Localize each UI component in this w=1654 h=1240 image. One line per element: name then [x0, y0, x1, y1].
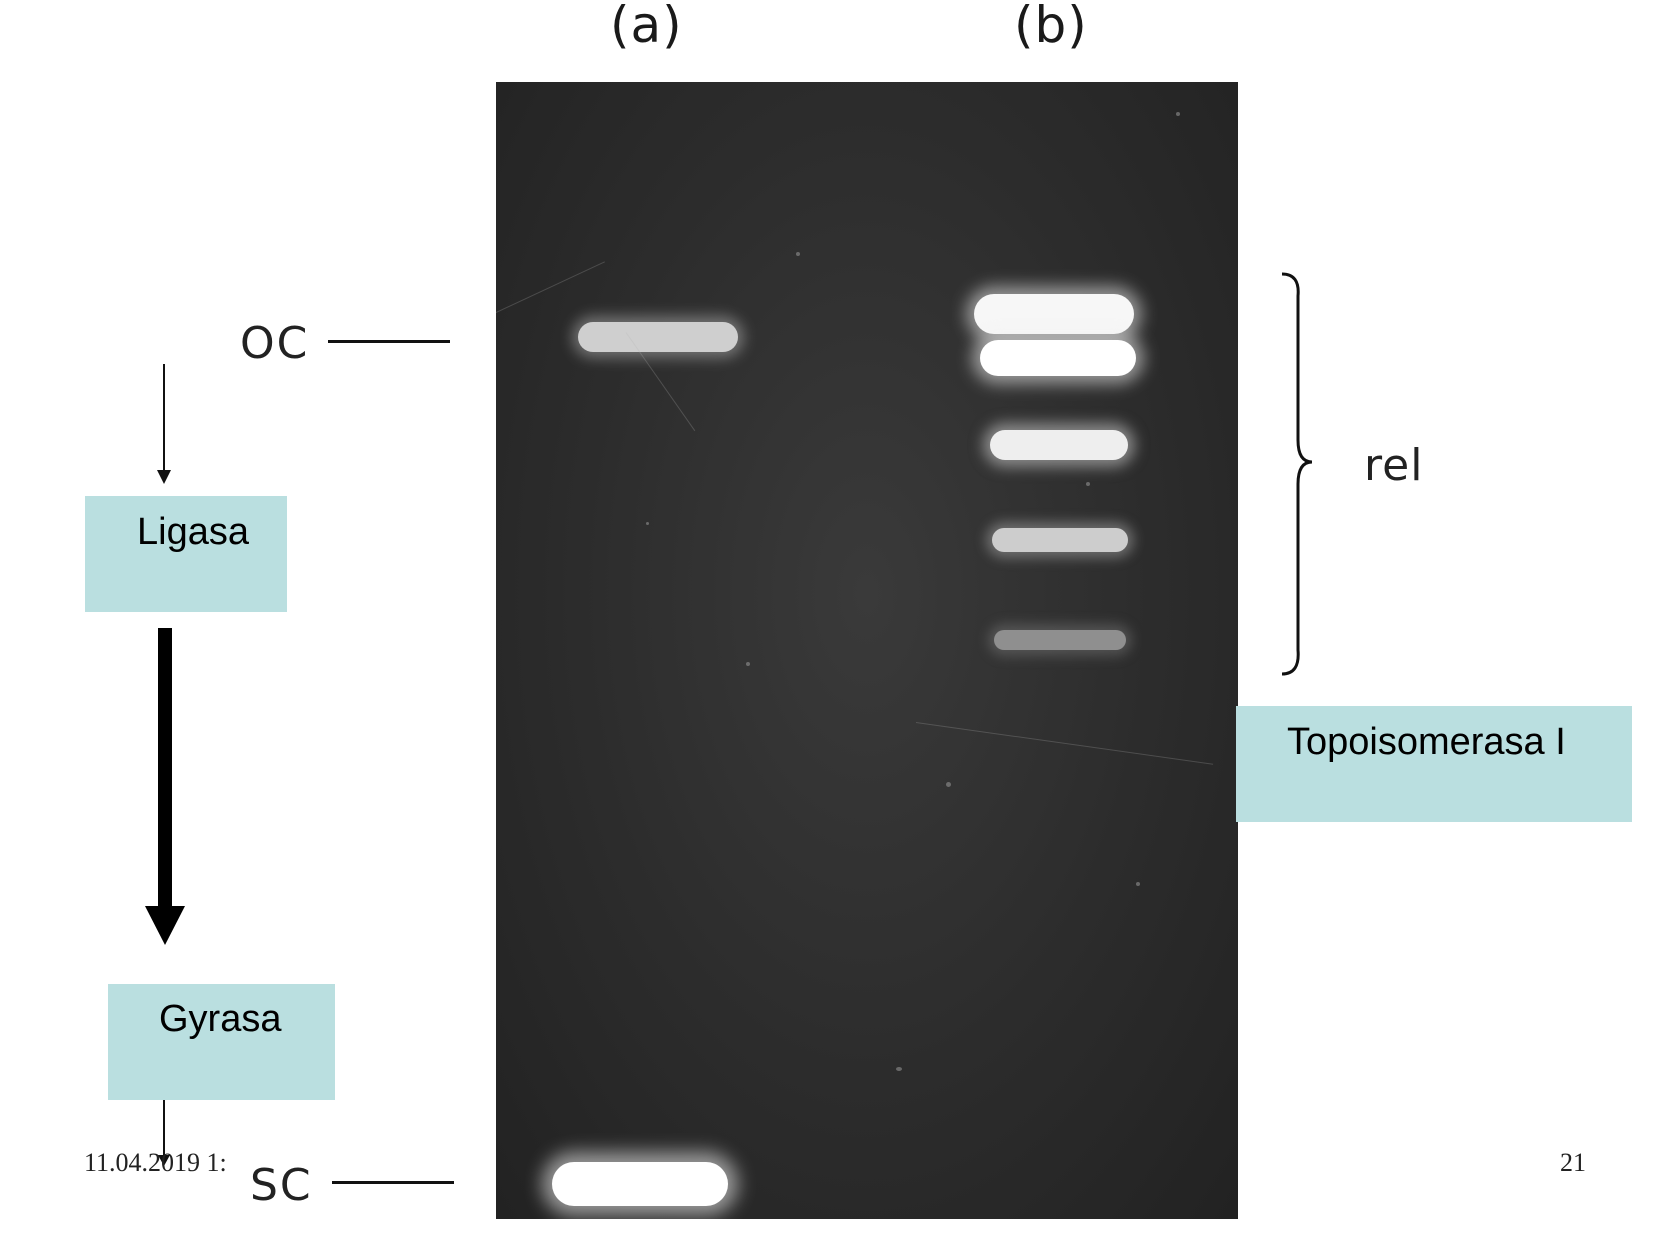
gel-speck [646, 522, 649, 525]
gel-speck [946, 782, 951, 787]
oc-line [328, 340, 450, 343]
ligasa-box [85, 496, 287, 612]
ligasa-label: Ligasa [137, 511, 249, 553]
gel-speck [746, 662, 750, 666]
gel-speck [1086, 482, 1090, 486]
gel-image [496, 82, 1238, 1219]
sc-label: SC [250, 1160, 313, 1211]
band-a-sc [552, 1162, 728, 1206]
topoisomerasa-label: Topoisomerasa I [1287, 721, 1566, 763]
arrowhead-ligasa-gyrasa [145, 906, 185, 945]
gel-speck [896, 1067, 902, 1071]
topoisomerasa-box [1236, 706, 1632, 822]
band-b-2 [980, 340, 1136, 376]
band-b-4 [992, 528, 1128, 552]
gel-speck [1136, 882, 1140, 886]
gyrasa-label: Gyrasa [159, 998, 282, 1040]
oc-label: OC [240, 318, 310, 369]
footer-date: 11.04.2019 1: [84, 1148, 227, 1177]
gel-speck [796, 252, 800, 256]
band-b-5 [994, 630, 1126, 650]
band-a-oc [578, 322, 738, 352]
footer-page-number: 21 [1560, 1148, 1586, 1177]
rel-bracket [1281, 272, 1313, 676]
arrow-ligasa-gyrasa-shaft [158, 628, 172, 908]
band-b-1 [974, 294, 1134, 334]
arrowhead-gyrasa-sc [158, 1155, 170, 1166]
sc-line [332, 1181, 454, 1184]
band-b-3 [990, 430, 1128, 460]
arrowhead-oc-ligasa [157, 470, 171, 484]
gel-speck [1176, 112, 1180, 116]
lane-label-a: (a) [610, 0, 683, 54]
lane-label-b: (b) [1014, 0, 1088, 54]
rel-label: rel [1364, 440, 1424, 491]
gyrasa-box [108, 984, 335, 1100]
